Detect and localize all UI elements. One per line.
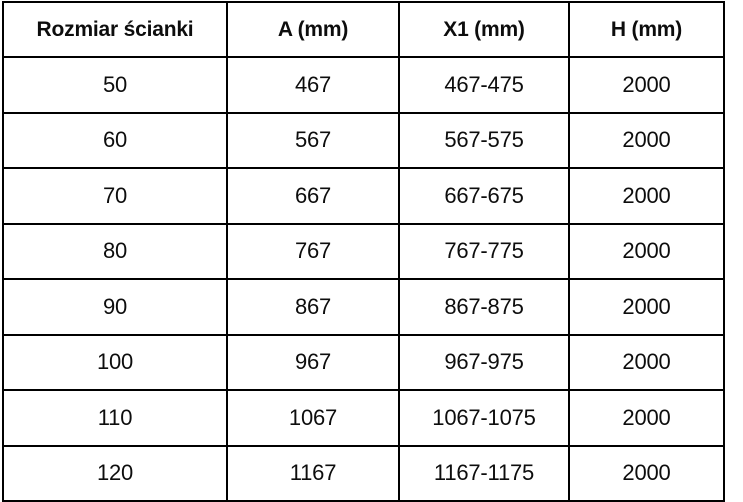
size-table-container: Rozmiar ścianki A (mm) X1 (mm) H (mm) 50… [2, 1, 725, 502]
column-header-x1: X1 (mm) [398, 1, 570, 58]
cell-a: 1067 [226, 389, 400, 447]
cell-h: 2000 [568, 111, 725, 169]
table-header-row: Rozmiar ścianki A (mm) X1 (mm) H (mm) [2, 1, 725, 58]
cell-size: 60 [2, 111, 228, 169]
cell-a: 1167 [226, 444, 400, 502]
table-row: 60 567 567-575 2000 [2, 111, 725, 169]
table-row: 90 867 867-875 2000 [2, 278, 725, 336]
cell-h: 2000 [568, 389, 725, 447]
cell-h: 2000 [568, 222, 725, 280]
cell-a: 967 [226, 333, 400, 391]
column-header-a: A (mm) [226, 1, 400, 58]
cell-x1: 467-475 [398, 56, 570, 114]
table-header: Rozmiar ścianki A (mm) X1 (mm) H (mm) [2, 1, 725, 58]
cell-size: 90 [2, 278, 228, 336]
table-row: 120 1167 1167-1175 2000 [2, 444, 725, 502]
table-row: 100 967 967-975 2000 [2, 333, 725, 391]
cell-h: 2000 [568, 56, 725, 114]
cell-a: 467 [226, 56, 400, 114]
shower-wall-size-table: Rozmiar ścianki A (mm) X1 (mm) H (mm) 50… [2, 1, 725, 502]
cell-size: 70 [2, 167, 228, 225]
cell-a: 767 [226, 222, 400, 280]
cell-size: 110 [2, 389, 228, 447]
cell-x1: 1067-1075 [398, 389, 570, 447]
cell-x1: 867-875 [398, 278, 570, 336]
cell-x1: 767-775 [398, 222, 570, 280]
table-row: 110 1067 1067-1075 2000 [2, 389, 725, 447]
table-row: 70 667 667-675 2000 [2, 167, 725, 225]
cell-size: 80 [2, 222, 228, 280]
cell-x1: 567-575 [398, 111, 570, 169]
cell-x1: 667-675 [398, 167, 570, 225]
table-row: 50 467 467-475 2000 [2, 56, 725, 114]
cell-size: 100 [2, 333, 228, 391]
cell-x1: 1167-1175 [398, 444, 570, 502]
table-body: 50 467 467-475 2000 60 567 567-575 2000 … [2, 56, 725, 502]
cell-h: 2000 [568, 167, 725, 225]
column-header-size: Rozmiar ścianki [2, 1, 228, 58]
cell-size: 120 [2, 444, 228, 502]
cell-h: 2000 [568, 333, 725, 391]
column-header-h: H (mm) [568, 1, 725, 58]
cell-x1: 967-975 [398, 333, 570, 391]
cell-h: 2000 [568, 278, 725, 336]
cell-a: 567 [226, 111, 400, 169]
cell-size: 50 [2, 56, 228, 114]
cell-a: 667 [226, 167, 400, 225]
cell-a: 867 [226, 278, 400, 336]
table-row: 80 767 767-775 2000 [2, 222, 725, 280]
cell-h: 2000 [568, 444, 725, 502]
